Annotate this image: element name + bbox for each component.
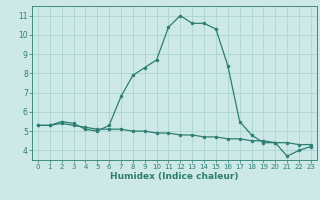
X-axis label: Humidex (Indice chaleur): Humidex (Indice chaleur) [110,172,239,181]
